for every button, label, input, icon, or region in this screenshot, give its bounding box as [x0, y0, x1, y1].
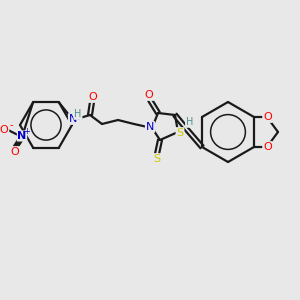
Text: N: N: [146, 122, 154, 132]
Text: O: O: [11, 147, 20, 157]
Text: -: -: [9, 120, 13, 130]
Text: O: O: [88, 92, 98, 102]
Text: S: S: [153, 154, 161, 164]
Text: N: N: [69, 114, 77, 124]
Text: H: H: [186, 117, 193, 127]
Text: H: H: [74, 109, 82, 119]
Text: O: O: [0, 125, 8, 135]
Text: +: +: [24, 127, 30, 136]
Text: O: O: [263, 112, 272, 122]
Text: O: O: [263, 142, 272, 152]
Text: O: O: [145, 90, 153, 100]
Text: N: N: [17, 131, 27, 141]
Text: S: S: [176, 128, 184, 138]
